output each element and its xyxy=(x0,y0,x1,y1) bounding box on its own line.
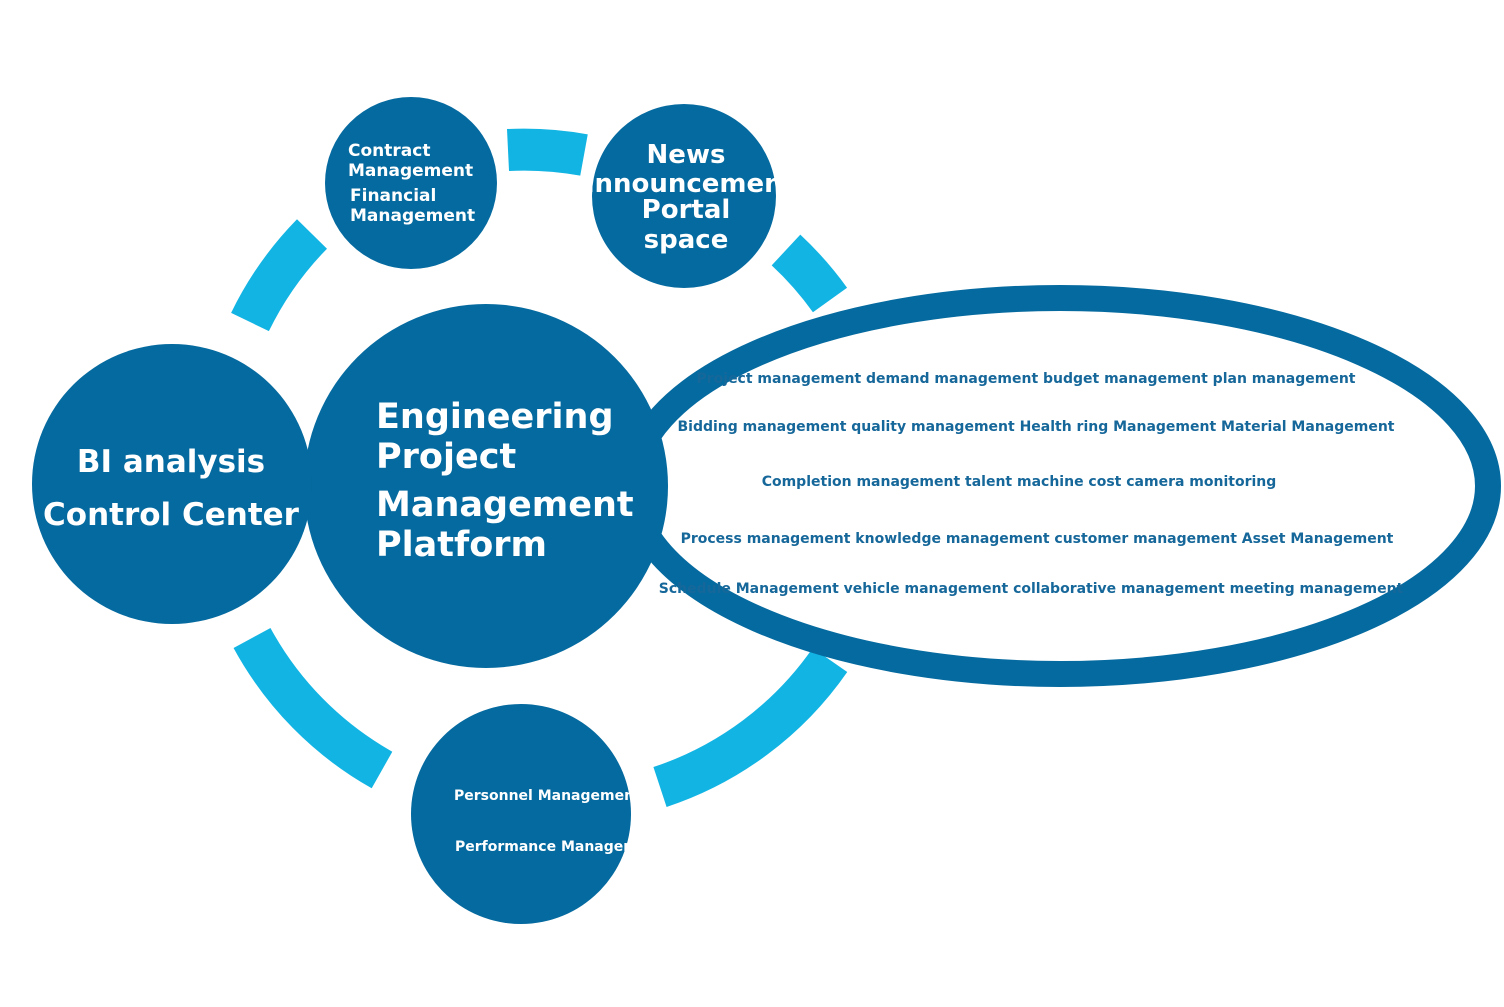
center-node-line: Management xyxy=(376,485,634,525)
personnel-node-label: Personnel Management Performance Managem… xyxy=(454,788,664,855)
ring-arc-lower-left xyxy=(233,627,393,789)
news-node-line: announcement xyxy=(577,169,795,199)
news-node-line: Portal xyxy=(642,195,731,225)
center-node-line: Project xyxy=(376,437,516,477)
module-row: Schedule Management vehicle management c… xyxy=(659,581,1404,597)
bi-node-label: BI analysis Control Center xyxy=(43,444,300,533)
news-node-line: space xyxy=(644,225,729,255)
contract-node-line: Contract xyxy=(348,141,430,161)
personnel-node-line: Performance Management xyxy=(455,839,664,855)
module-row: Project management demand management bud… xyxy=(696,371,1355,387)
personnel-node-line: Personnel Management xyxy=(454,788,641,804)
modules-list: Project management demand management bud… xyxy=(659,371,1404,597)
module-row: Bidding management quality management He… xyxy=(678,419,1395,435)
contract-node-line: Financial xyxy=(350,186,436,206)
news-node[interactable] xyxy=(592,104,776,288)
ring-arcs xyxy=(231,128,848,807)
contract-node-line: Management xyxy=(350,206,475,226)
ring-arc-top xyxy=(506,128,588,176)
module-row: Completion management talent machine cos… xyxy=(762,474,1277,490)
center-node-label: Engineering Project Management Platform xyxy=(376,397,634,565)
news-node-line: News xyxy=(647,140,726,170)
center-node-line: Engineering xyxy=(376,397,614,437)
bi-node[interactable] xyxy=(32,344,312,624)
ring-arc-lower-right xyxy=(653,647,848,807)
bi-node-line: Control Center xyxy=(43,497,300,533)
center-node-line: Platform xyxy=(376,525,547,565)
personnel-node[interactable] xyxy=(411,704,631,924)
center-node[interactable] xyxy=(304,304,668,668)
contract-node[interactable] xyxy=(325,97,497,269)
bi-node-line: BI analysis xyxy=(77,444,265,480)
news-node-label: News announcement Portal space xyxy=(577,140,795,255)
ring-arc-upper-left xyxy=(231,219,328,332)
contract-node-line: Management xyxy=(348,161,473,181)
module-row: Process management knowledge management … xyxy=(681,531,1394,547)
contract-node-label: Contract Management Financial Management xyxy=(348,141,475,226)
ring-arc-upper-right xyxy=(771,234,848,313)
